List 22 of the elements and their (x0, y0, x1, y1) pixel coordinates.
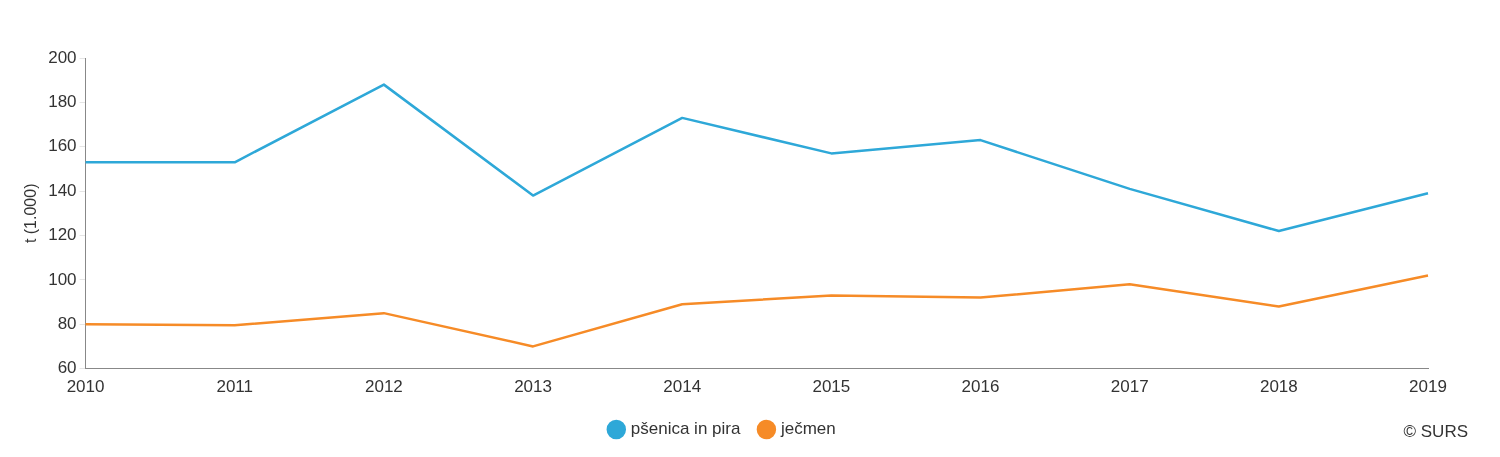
x-tick-label: 2015 (812, 377, 851, 397)
x-tick-label: 2011 (216, 377, 253, 397)
y-tick-label: 200 (48, 47, 77, 67)
legend-label: ječmen (779, 419, 836, 439)
y-tick-label: 140 (48, 180, 77, 200)
y-tick-label: 160 (48, 136, 77, 156)
x-tick-label: 2019 (1409, 377, 1447, 397)
legend-label: pšenica in pira (630, 419, 741, 439)
y-axis-title: t (1.000) (22, 183, 40, 244)
x-tick-label: 2014 (663, 377, 702, 397)
y-tick-label: 60 (57, 358, 77, 378)
y-tick-label: 80 (57, 313, 77, 333)
x-tick-label: 2013 (514, 377, 552, 397)
text: © SURS (1403, 421, 1468, 441)
x-tick-label: 2016 (961, 377, 1000, 397)
y-tick-label: 180 (48, 92, 77, 112)
x-tick-label: 2017 (1110, 377, 1149, 397)
y-tick-label: 100 (48, 269, 77, 289)
x-tick-label: 2012 (364, 377, 403, 397)
x-tick-label: 2018 (1259, 377, 1298, 397)
y-tick-label: 120 (48, 225, 77, 245)
x-tick-label: 2010 (66, 377, 105, 397)
